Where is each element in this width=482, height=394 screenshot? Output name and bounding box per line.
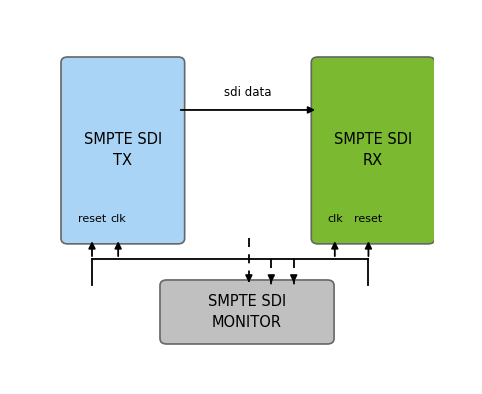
FancyBboxPatch shape <box>311 57 435 244</box>
Text: reset: reset <box>78 214 106 224</box>
Text: SMPTE SDI
RX: SMPTE SDI RX <box>334 132 412 168</box>
Text: clk: clk <box>110 214 126 224</box>
Text: SMPTE SDI
MONITOR: SMPTE SDI MONITOR <box>208 294 286 330</box>
Text: sdi data: sdi data <box>224 86 272 99</box>
Text: clk: clk <box>327 214 343 224</box>
Text: reset: reset <box>354 214 383 224</box>
FancyBboxPatch shape <box>61 57 185 244</box>
Text: SMPTE SDI
TX: SMPTE SDI TX <box>84 132 162 168</box>
FancyBboxPatch shape <box>160 280 334 344</box>
